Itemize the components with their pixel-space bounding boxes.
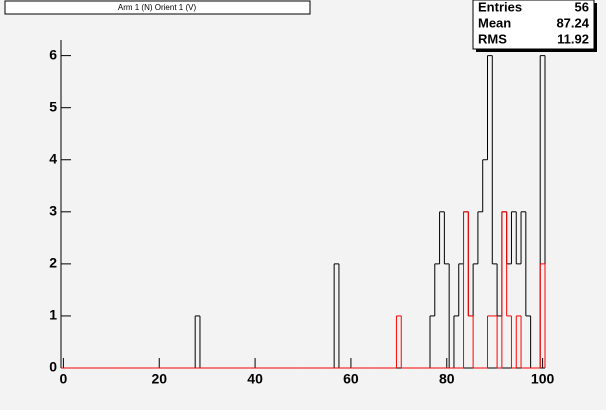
stat-value: 11.92 bbox=[557, 31, 589, 46]
chart-title: Arm 1 (N) Orient 1 (V) bbox=[118, 3, 197, 12]
stat-label: Entries bbox=[478, 0, 522, 14]
stat-value: 87.24 bbox=[556, 15, 589, 30]
y-tick-label: 5 bbox=[49, 98, 57, 114]
y-tick-label: 0 bbox=[49, 359, 57, 375]
x-tick-label: 60 bbox=[343, 371, 359, 387]
x-tick-label: 80 bbox=[439, 371, 455, 387]
title-box bbox=[4, 0, 311, 15]
stats-box bbox=[472, 0, 595, 50]
x-tick-label: 20 bbox=[151, 371, 167, 387]
x-tick-label: 100 bbox=[531, 371, 555, 387]
y-tick-label: 2 bbox=[49, 255, 57, 271]
x-tick-label: 0 bbox=[59, 371, 67, 387]
y-tick-label: 3 bbox=[49, 203, 57, 219]
y-tick-label: 1 bbox=[49, 307, 57, 323]
x-tick-label: 40 bbox=[247, 371, 263, 387]
stat-label: Mean bbox=[478, 15, 511, 30]
y-tick-label: 6 bbox=[49, 46, 57, 62]
y-tick-label: 4 bbox=[49, 150, 57, 166]
stat-value: 56 bbox=[575, 0, 589, 14]
stat-label: RMS bbox=[478, 31, 507, 46]
